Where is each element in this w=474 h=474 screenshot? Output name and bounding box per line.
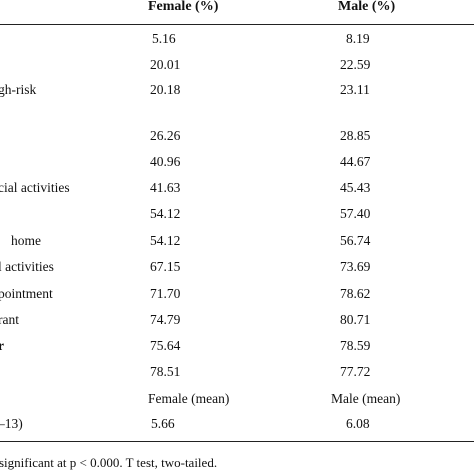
cell-female-11: 75.64: [150, 338, 181, 353]
mean-header-male: Male (mean): [331, 391, 401, 406]
cell-male-3: 28.85: [340, 128, 371, 143]
cell-male-10: 80.71: [340, 312, 371, 327]
row-label-8: l activities: [0, 259, 54, 274]
cell-female-12: 78.51: [150, 364, 181, 379]
table-footnote: significant at p < 0.000. T test, two-ta…: [0, 455, 218, 470]
cell-male-0: 8.19: [346, 31, 370, 46]
header-female: Female (%): [148, 0, 219, 14]
cell-female-9: 71.70: [150, 286, 181, 301]
cell-male-7: 56.74: [340, 233, 371, 248]
row-label-11: r: [0, 338, 4, 353]
mean-row-label: –13): [0, 416, 23, 431]
cell-male-1: 22.59: [340, 57, 371, 72]
header-male: Male (%): [338, 0, 396, 14]
cell-female-1: 20.01: [150, 57, 181, 72]
row-label-2: gh-risk: [0, 82, 37, 97]
cell-female-6: 54.12: [150, 206, 181, 221]
cell-female-8: 67.15: [150, 259, 181, 274]
cell-female-0: 5.16: [152, 31, 176, 46]
row-label-7: home: [11, 233, 41, 248]
mean-header-female: Female (mean): [148, 391, 230, 406]
cell-male-12: 77.72: [340, 364, 371, 379]
cell-male-4: 44.67: [340, 154, 371, 169]
cell-female-7: 54.12: [150, 233, 181, 248]
row-label-5: cial activities: [0, 180, 70, 195]
cell-male-11: 78.59: [340, 338, 371, 353]
cell-female-10: 74.79: [150, 312, 181, 327]
cell-male-9: 78.62: [340, 286, 371, 301]
header-rule: [0, 24, 474, 25]
cell-male-8: 73.69: [340, 259, 371, 274]
cell-male-2: 23.11: [340, 82, 370, 97]
cell-male-5: 45.43: [340, 180, 371, 195]
cell-female-2: 20.18: [150, 82, 181, 97]
mean-cell-female: 5.66: [151, 416, 175, 431]
row-label-10: rant: [0, 312, 19, 327]
cell-female-3: 26.26: [150, 128, 181, 143]
cell-male-6: 57.40: [340, 206, 371, 221]
row-label-9: pointment: [0, 286, 53, 301]
mean-cell-male: 6.08: [346, 416, 370, 431]
cell-female-4: 40.96: [150, 154, 181, 169]
cell-female-5: 41.63: [150, 180, 181, 195]
bottom-rule: [0, 441, 474, 442]
